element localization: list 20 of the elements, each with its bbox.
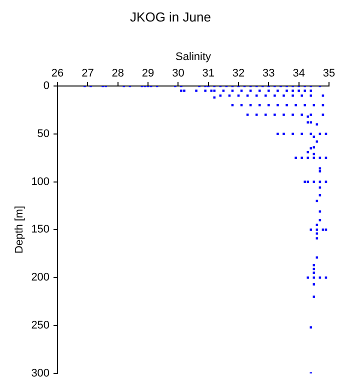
y-tick-label: 300 [31,367,50,380]
x-tick-label: 30 [172,67,184,80]
y-tick-label: 100 [31,176,50,188]
y-tick-label: 200 [31,272,50,284]
x-tick-label: 32 [232,67,245,80]
x-tick-label: 29 [142,67,154,80]
chart-title: JKOG in June [130,9,211,24]
x-axis-title: Salinity [176,51,212,64]
y-tick-label: 250 [31,320,50,332]
y-tick-label: 0 [43,80,50,92]
y-axis-title: Depth [m] [14,206,26,254]
x-tick-label: 34 [292,67,305,80]
x-tick-label: 31 [202,67,214,80]
x-tick-label: 27 [82,67,94,80]
y-tick-label: 150 [31,224,50,236]
y-tick-label: 50 [37,128,50,140]
x-tick-label: 28 [112,67,124,80]
x-tick-label: 35 [322,67,336,80]
x-tick-label: 33 [262,67,275,80]
x-tick-label: 26 [51,67,64,80]
